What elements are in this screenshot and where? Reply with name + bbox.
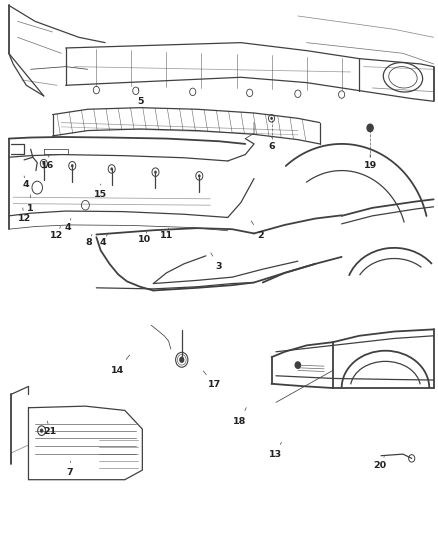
Text: 3: 3 bbox=[216, 262, 222, 271]
Circle shape bbox=[179, 357, 184, 363]
Text: 20: 20 bbox=[374, 462, 387, 470]
Text: 12: 12 bbox=[18, 214, 31, 223]
Text: 8: 8 bbox=[85, 238, 92, 247]
Text: 19: 19 bbox=[364, 161, 377, 169]
Text: 7: 7 bbox=[66, 468, 73, 477]
Text: 16: 16 bbox=[41, 161, 54, 169]
Circle shape bbox=[154, 171, 157, 174]
Text: 15: 15 bbox=[94, 190, 107, 199]
Text: 12: 12 bbox=[50, 231, 64, 240]
Text: 21: 21 bbox=[44, 427, 57, 436]
Circle shape bbox=[42, 162, 45, 165]
Text: 6: 6 bbox=[268, 142, 275, 150]
Text: 11: 11 bbox=[160, 231, 173, 240]
Circle shape bbox=[71, 164, 74, 167]
Text: 17: 17 bbox=[208, 381, 221, 389]
Circle shape bbox=[367, 124, 373, 132]
Text: 4: 4 bbox=[23, 181, 30, 189]
Text: 5: 5 bbox=[137, 97, 143, 106]
Text: 13: 13 bbox=[269, 450, 283, 458]
Circle shape bbox=[270, 117, 273, 120]
Circle shape bbox=[40, 429, 43, 433]
Text: 18: 18 bbox=[233, 417, 247, 425]
Text: 10: 10 bbox=[138, 236, 151, 244]
Circle shape bbox=[295, 362, 300, 368]
Text: 4: 4 bbox=[99, 238, 106, 247]
Circle shape bbox=[110, 167, 113, 171]
Text: 1: 1 bbox=[26, 205, 33, 213]
Circle shape bbox=[198, 174, 201, 177]
Text: 14: 14 bbox=[111, 366, 124, 375]
Text: 2: 2 bbox=[257, 231, 264, 240]
Text: 4: 4 bbox=[64, 223, 71, 231]
